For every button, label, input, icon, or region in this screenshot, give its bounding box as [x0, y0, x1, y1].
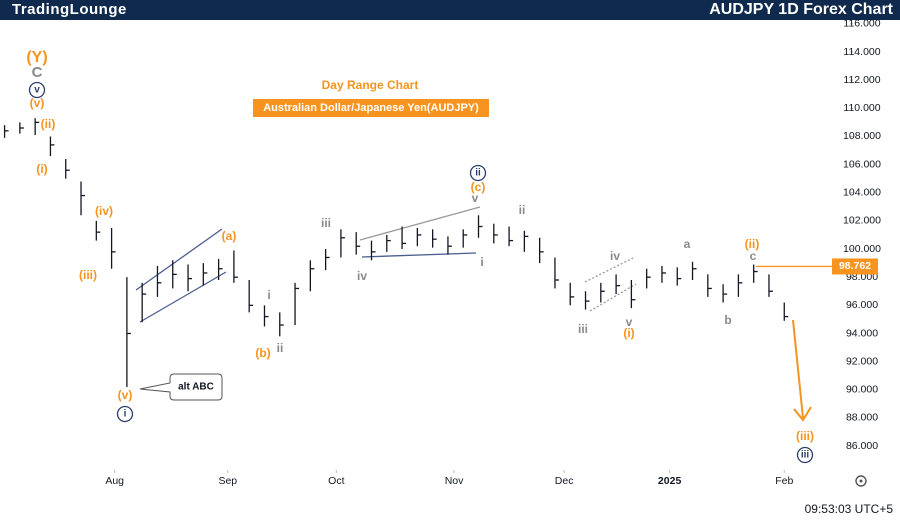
wave-label: a	[684, 237, 691, 251]
wave-label: iv	[357, 269, 367, 283]
y-tick-label: 116.000	[843, 18, 880, 30]
x-tick-label: 2025	[658, 475, 682, 487]
wave-label: (c)	[471, 180, 486, 194]
wave-label: C	[32, 64, 43, 81]
wave-label: i	[480, 255, 483, 269]
wave-label: (iv)	[95, 204, 113, 218]
wave-label: ii	[277, 341, 284, 355]
clock: 09:53:03 UTC+5	[805, 502, 894, 516]
wave-circle	[469, 164, 487, 182]
callout-text: alt ABC	[178, 382, 214, 393]
settings-icon[interactable]	[855, 475, 867, 487]
wave-label: i	[124, 409, 127, 420]
y-tick-label: 106.000	[843, 158, 881, 170]
x-tick-label: Feb	[775, 475, 793, 487]
wave-label: ii	[519, 203, 526, 217]
wave-label: (ii)	[745, 237, 760, 251]
wave-label: iv	[610, 249, 620, 263]
wave-label: c	[750, 249, 757, 263]
last-price-label: 98.762	[839, 260, 871, 272]
y-tick-label: 112.000	[843, 74, 880, 86]
wave-circle	[28, 81, 46, 99]
wave-label: iii	[578, 322, 588, 336]
x-tick-label: Oct	[328, 475, 344, 487]
page-title: AUDJPY 1D Forex Chart	[709, 1, 893, 18]
y-tick-label: 114.000	[843, 46, 880, 58]
wave-label: (v)	[118, 388, 133, 402]
wave-label: i	[267, 288, 270, 302]
wave-label: b	[724, 313, 731, 327]
wave-label: iii	[801, 450, 810, 461]
y-tick-label: 88.000	[846, 412, 878, 424]
wave-circle	[116, 405, 134, 423]
wave-label: ii	[475, 168, 481, 179]
chart-subtitle: Australian Dollar/Japanese Yen(AUDJPY)	[263, 102, 479, 114]
y-tick-label: 92.000	[846, 355, 878, 367]
wave-label: v	[472, 191, 479, 205]
x-tick-label: Nov	[445, 475, 464, 487]
wave-label: (i)	[623, 326, 634, 340]
brand: TradingLounge	[12, 1, 127, 18]
trendlines	[135, 206, 637, 323]
wave-label: v	[626, 315, 633, 329]
y-tick-label: 110.000	[843, 102, 880, 114]
wave-label: iii	[321, 216, 331, 230]
wave-label: (ii)	[41, 117, 56, 131]
y-tick-label: 90.000	[846, 384, 878, 396]
wave-label: (i)	[36, 162, 47, 176]
wave-label: (b)	[255, 346, 270, 360]
x-tick-label: Dec	[555, 475, 574, 487]
y-tick-label: 102.000	[843, 215, 881, 227]
x-tick-label: Aug	[105, 475, 124, 487]
y-tick-label: 86.000	[846, 440, 878, 452]
y-tick-label: 108.000	[843, 130, 881, 142]
x-tick-label: Sep	[218, 475, 237, 487]
wave-label: (a)	[222, 229, 237, 243]
forecast-arrow	[792, 319, 812, 422]
callout: alt ABC	[139, 373, 223, 401]
wave-label: (iii)	[79, 268, 97, 282]
y-tick-label: 100.000	[843, 243, 881, 255]
wave-label: v	[34, 85, 40, 96]
wave-label: (iii)	[796, 429, 814, 443]
wave-label: (v)	[30, 96, 45, 110]
chart-title: Day Range Chart	[322, 78, 419, 92]
subtitle-box	[253, 99, 489, 117]
wave-circle	[796, 446, 814, 464]
last-price-box	[832, 258, 878, 275]
y-tick-label: 96.000	[846, 299, 878, 311]
y-tick-label: 94.000	[846, 327, 878, 339]
header-bar	[0, 0, 900, 20]
wave-label: (Y)	[26, 49, 47, 66]
y-tick-label: 104.000	[843, 187, 881, 199]
